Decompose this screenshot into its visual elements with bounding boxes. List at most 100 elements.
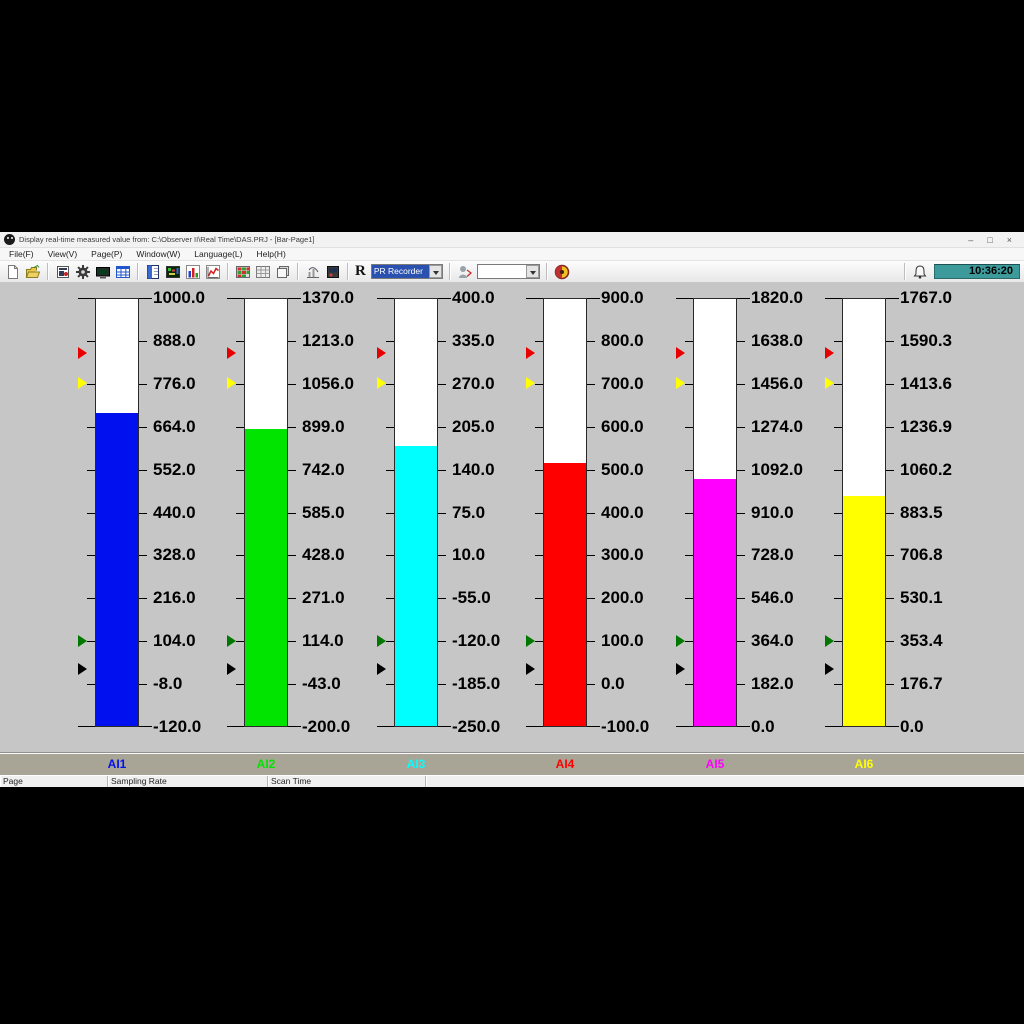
menu-language[interactable]: Language(L): [194, 249, 243, 259]
graphic-display-icon[interactable]: [165, 264, 181, 280]
tick-label: 728.0: [751, 545, 794, 564]
scale-tick: [737, 598, 745, 599]
scale-tick: [438, 513, 446, 514]
toolbar-separator: [347, 263, 349, 280]
tick-label: 114.0: [302, 631, 344, 650]
table-icon[interactable]: [115, 264, 131, 280]
brand-logo-icon[interactable]: [554, 264, 570, 280]
scale-tick: [139, 427, 147, 428]
status-sampling-rate: Sampling Rate: [108, 776, 268, 787]
toolbar: R PR Recorder 10:36:20: [0, 261, 1024, 283]
scale-tick: [685, 684, 693, 685]
chevron-down-icon[interactable]: [428, 265, 442, 278]
menu-page[interactable]: Page(P): [91, 249, 123, 259]
tick-label: 75.0: [452, 503, 486, 522]
scale-tick: [438, 341, 446, 342]
restore-button[interactable]: □: [987, 234, 993, 245]
low-low-marker-icon: [227, 663, 236, 675]
scale-tick: [236, 384, 244, 385]
bar-track: [693, 298, 737, 727]
counter-icon[interactable]: [305, 264, 321, 280]
tick-label: 335.0: [452, 331, 495, 350]
tick-label: 600.0: [601, 417, 644, 436]
connect-icon[interactable]: [457, 264, 473, 280]
low-low-marker-icon: [78, 663, 87, 675]
tick-label: 800.0: [601, 331, 644, 350]
high-high-marker-icon: [78, 347, 87, 359]
new-file-icon[interactable]: [5, 264, 21, 280]
menu-bar: File(F) View(V) Page(P) Window(W) Language(L…: [0, 248, 1024, 261]
toolbar-separator: [448, 263, 451, 280]
menu-file[interactable]: File(F): [9, 249, 34, 259]
grid-view-icon[interactable]: [255, 264, 271, 280]
scale-tick: [438, 427, 446, 428]
scale-tick: [87, 427, 95, 428]
pages-icon[interactable]: [275, 264, 291, 280]
page-config-icon[interactable]: [55, 264, 71, 280]
tick-label: 552.0: [153, 460, 196, 479]
gauge-ai1: 1000.0 888.0 776.0 664.0 552.0 440.0 328.0 216.…: [78, 289, 223, 736]
menu-window[interactable]: Window(W): [136, 249, 181, 259]
scale-tick: [685, 384, 693, 385]
scale-tick: [386, 555, 394, 556]
high-marker-icon: [227, 377, 236, 389]
device-dropdown[interactable]: [476, 264, 540, 279]
scale-tick: [685, 470, 693, 471]
tick-label: 500.0: [601, 460, 644, 479]
scale-tick: [386, 427, 394, 428]
gauge-ai3: 400.0 335.0 270.0 205.0 140.0 75.0 10.0 -55.0 -1…: [377, 289, 522, 736]
scale-tick: [685, 513, 693, 514]
bar-track: [244, 298, 288, 727]
panel-display-icon[interactable]: [145, 264, 161, 280]
gear-icon[interactable]: [75, 264, 91, 280]
monitor-icon[interactable]: [95, 264, 111, 280]
alarm-bell-icon[interactable]: [912, 264, 928, 280]
low-low-marker-icon: [825, 663, 834, 675]
menu-help[interactable]: Help(H): [256, 249, 286, 259]
tick-label: 216.0: [153, 588, 196, 607]
scale-tick: [288, 598, 296, 599]
tick-label: -100.0: [601, 717, 650, 736]
tick-label: 100.0: [601, 631, 644, 650]
scale-tick: [535, 684, 543, 685]
scale-tick: [886, 555, 894, 556]
recorder-dropdown[interactable]: PR Recorder: [370, 264, 443, 279]
scale-tick: [386, 598, 394, 599]
scale-tick: [87, 341, 95, 342]
scale-tick: [288, 684, 296, 685]
scale-tick: [834, 684, 842, 685]
high-marker-icon: [526, 377, 535, 389]
matrix-view-icon[interactable]: [235, 264, 251, 280]
trend-graph-icon[interactable]: [205, 264, 221, 280]
tick-label: -120.0: [452, 631, 501, 650]
tick-label: 910.0: [751, 503, 794, 522]
tick-label: 270.0: [452, 374, 495, 393]
scale-tick: [438, 384, 446, 385]
menu-view[interactable]: View(V): [47, 249, 78, 259]
scale-tick: [139, 384, 147, 385]
scale-tick: [288, 384, 296, 385]
minimize-button[interactable]: –: [968, 234, 974, 245]
scale-tick: [737, 384, 745, 385]
scale-tick: [236, 427, 244, 428]
scale-tick: [87, 384, 95, 385]
toolbar-right: 10:36:20: [900, 263, 1024, 280]
low-marker-icon: [377, 635, 386, 647]
high-marker-icon: [825, 377, 834, 389]
scale-tick: [886, 513, 894, 514]
tick-label: 176.7: [900, 674, 943, 693]
channel-label-band: AI1 AI2 AI3 AI4 AI5 AI6: [0, 754, 1024, 775]
report-icon[interactable]: [325, 264, 341, 280]
bar-graph-icon[interactable]: [185, 264, 201, 280]
chevron-down-icon[interactable]: [525, 265, 539, 278]
tick-label: 1000.0: [153, 288, 205, 307]
tick-label: 428.0: [302, 545, 345, 564]
close-button[interactable]: ×: [1006, 234, 1012, 245]
open-folder-icon[interactable]: [25, 264, 41, 280]
low-marker-icon: [78, 635, 87, 647]
tick-label: 899.0: [302, 417, 345, 436]
tick-label: 664.0: [153, 417, 196, 436]
channel-label-ai6: AI6: [854, 757, 874, 771]
toolbar-separator: [47, 263, 49, 280]
tick-label: 706.8: [900, 545, 943, 564]
